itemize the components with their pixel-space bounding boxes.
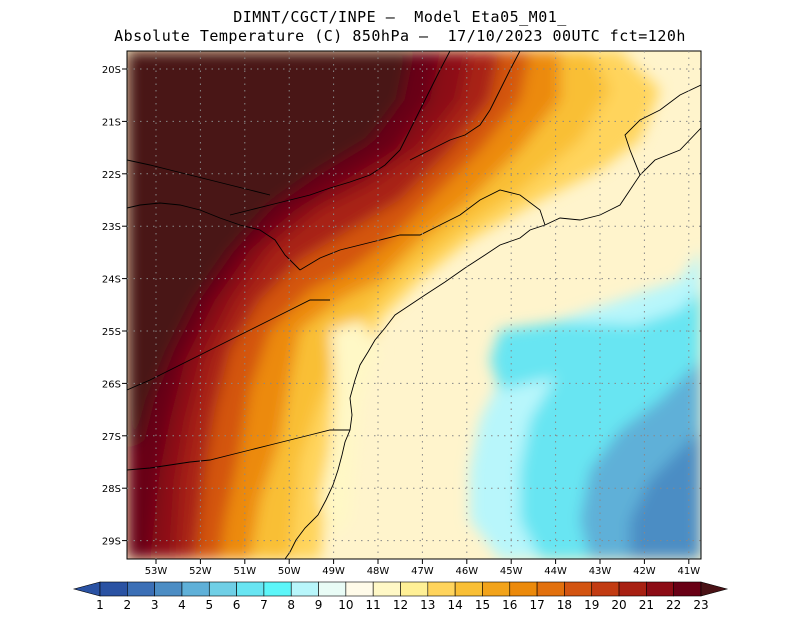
colorbar-label: 10 (338, 598, 353, 612)
colorbar-swatch (372, 581, 401, 597)
lat-label: 28S (102, 484, 121, 495)
colorbar-arrow-high (700, 581, 729, 597)
lon-label: 44W (544, 566, 567, 577)
lat-label: 27S (102, 432, 121, 443)
colorbar-label: 19 (584, 598, 599, 612)
colorbar-label: 6 (233, 598, 241, 612)
colorbar-swatch (400, 581, 429, 597)
lat-label: 21S (102, 117, 121, 128)
graticule (122, 51, 701, 564)
colorbar-label: 13 (420, 598, 435, 612)
lon-label: 48W (367, 566, 390, 577)
colorbar-swatch (618, 581, 647, 597)
colorbar-swatch (345, 581, 374, 597)
colorbar-arrow-low (72, 581, 101, 597)
colorbar-labels: 1 2 3 4 5 6 7 8 9 10 11 12 13 14 15 16 17 18 19 20 21 22 23 (96, 598, 708, 612)
lat-label: 26S (102, 379, 121, 390)
lat-label: 20S (102, 65, 121, 76)
lon-label: 47W (411, 566, 434, 577)
lon-label: 46W (455, 566, 478, 577)
colorbar-swatch (673, 581, 702, 597)
map-title-line-2: Absolute Temperature (C) 850hPa – 17/10/… (114, 27, 686, 45)
lon-label: 52W (189, 566, 212, 577)
colorbar-label: 16 (502, 598, 517, 612)
colorbar-label: 11 (366, 598, 381, 612)
colorbar-label: 5 (205, 598, 213, 612)
colorbar-label: 22 (666, 598, 681, 612)
colorbar-swatch (263, 581, 292, 597)
lon-label: 51W (233, 566, 256, 577)
colorbar-label: 9 (315, 598, 323, 612)
coastline (127, 51, 701, 559)
colorbar-swatch (564, 581, 593, 597)
colorbar-swatch (591, 581, 620, 597)
colorbar-label: 14 (447, 598, 462, 612)
colorbar-label: 8 (287, 598, 295, 612)
lon-label: 50W (278, 566, 301, 577)
colorbar-label: 17 (529, 598, 544, 612)
lat-label: 22S (102, 170, 121, 181)
colorbar-swatch (127, 581, 155, 597)
colorbar-label: 4 (178, 598, 186, 612)
lon-label: 49W (322, 566, 345, 577)
lon-label: 45W (500, 566, 523, 577)
colorbar-label: 1 (96, 598, 104, 612)
lat-label: 24S (102, 275, 121, 286)
colorbar-label: 12 (393, 598, 408, 612)
lat-label: 25S (102, 327, 121, 338)
colorbar-swatch (318, 581, 347, 597)
colorbar-swatch (509, 581, 538, 597)
colorbar-label: 3 (151, 598, 159, 612)
lon-label: 42W (633, 566, 656, 577)
colorbar-swatch (208, 581, 237, 597)
colorbar-swatch (99, 581, 128, 597)
colorbar-label: 7 (260, 598, 268, 612)
colorbar-label: 21 (639, 598, 654, 612)
longitude-labels: 53W 52W 51W 50W 49W 48W 47W 46W 45W 44W 43W 42W 41W (145, 566, 701, 577)
temperature-field (127, 51, 701, 559)
colorbar-swatch (427, 581, 456, 597)
map-title-line-1: DIMNT/CGCT/INPE – Model Eta05_M01_ (233, 8, 567, 26)
colorbar-label: 2 (123, 598, 131, 612)
colorbar-swatch (181, 581, 210, 597)
lat-label: 23S (102, 222, 121, 233)
colorbar-label: 18 (557, 598, 572, 612)
colorbar-label: 23 (693, 598, 708, 612)
colorbar-swatch (154, 581, 183, 597)
colorbar-swatch (646, 581, 674, 597)
lon-label: 43W (589, 566, 612, 577)
colorbar-label: 15 (475, 598, 490, 612)
latitude-labels: 20S 21S 22S 23S 24S 25S 26S 27S 28S 29S (102, 65, 121, 548)
colorbar-swatch (236, 581, 265, 597)
colorbar-swatch (454, 581, 483, 597)
colorbar-label: 20 (611, 598, 626, 612)
colorbar-swatch (482, 581, 511, 597)
lon-label: 41W (677, 566, 700, 577)
lat-label: 29S (102, 537, 121, 548)
colorbar-swatch (290, 581, 319, 597)
lon-label: 53W (145, 566, 168, 577)
colorbar-swatch (536, 581, 565, 597)
colorbar (72, 581, 729, 597)
